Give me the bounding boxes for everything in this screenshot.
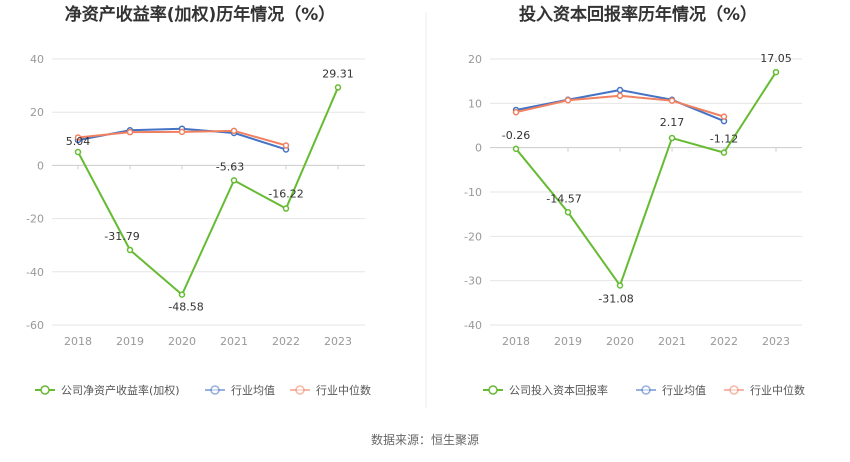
x-tick-label: 2023 bbox=[762, 335, 790, 348]
data-point-industry-median bbox=[616, 92, 624, 100]
x-tick-label: 2022 bbox=[272, 335, 300, 348]
legend-item-company[interactable]: 公司投入资本回报率 bbox=[483, 383, 608, 397]
chart-title: 净资产收益率(加权)历年情况（%） bbox=[65, 4, 336, 25]
y-tick-label: -30 bbox=[464, 275, 482, 288]
data-point-industry-median bbox=[178, 128, 186, 136]
data-label: 29.31 bbox=[322, 67, 354, 80]
data-point-company bbox=[564, 209, 572, 216]
y-tick-label: 0 bbox=[475, 142, 482, 155]
data-point-industry-median bbox=[126, 128, 134, 136]
data-label: -31.79 bbox=[104, 230, 139, 243]
y-tick-label: -10 bbox=[464, 186, 482, 199]
data-point-industry-median bbox=[720, 113, 728, 120]
data-point-industry-average bbox=[616, 86, 624, 94]
y-tick-label: 20 bbox=[468, 53, 482, 66]
legend-marker-icon bbox=[295, 385, 305, 395]
y-tick-label: -40 bbox=[26, 266, 44, 279]
legend-item-industry-average[interactable]: 行业均值 bbox=[205, 384, 275, 397]
chart-2: 投入资本回报率历年情况（%） 20 10 0 -10 -20 -30 -40 2018 2019 2… bbox=[464, 4, 805, 397]
data-label: 2.17 bbox=[660, 116, 685, 129]
data-point-company bbox=[720, 149, 728, 156]
x-tick-label: 2020 bbox=[606, 335, 634, 348]
legend-label: 行业中位数 bbox=[316, 383, 371, 397]
data-point-company bbox=[230, 177, 238, 184]
data-point-company bbox=[616, 282, 624, 289]
data-point-industry-median bbox=[512, 108, 520, 116]
data-label: -5.63 bbox=[216, 160, 244, 173]
series-line-company bbox=[515, 71, 777, 287]
y-tick-label: 10 bbox=[468, 97, 482, 110]
data-point-industry-median bbox=[668, 97, 676, 104]
data-point-industry-median bbox=[282, 142, 290, 149]
y-tick-label: 40 bbox=[30, 53, 44, 66]
x-tick-label: 2018 bbox=[502, 335, 530, 348]
data-label: -16.22 bbox=[268, 188, 303, 201]
data-point-industry-median bbox=[74, 134, 82, 141]
legend-item-industry-average[interactable]: 行业均值 bbox=[636, 384, 706, 397]
x-tick-label: 2021 bbox=[220, 335, 248, 348]
data-label: 17.05 bbox=[760, 52, 792, 65]
data-point-company bbox=[668, 134, 676, 142]
data-point-industry-median bbox=[564, 96, 572, 104]
data-point-company bbox=[334, 84, 342, 91]
y-tick-label: -40 bbox=[464, 319, 482, 332]
data-point-company bbox=[512, 145, 520, 153]
y-tick-label: 20 bbox=[30, 106, 44, 119]
data-point-company bbox=[178, 291, 186, 298]
data-source: 数据来源：恒生聚源 bbox=[371, 432, 479, 447]
data-point-industry-median bbox=[230, 127, 238, 135]
data-point-company bbox=[282, 205, 290, 212]
data-point-company bbox=[126, 246, 134, 254]
y-tick-label: 0 bbox=[37, 159, 44, 172]
y-tick-label: -20 bbox=[464, 230, 482, 243]
chart-title: 投入资本回报率历年情况（%） bbox=[519, 4, 757, 25]
legend-item-industry-median[interactable]: 行业中位数 bbox=[724, 383, 805, 397]
y-tick-label: -20 bbox=[26, 213, 44, 226]
legend-label: 行业均值 bbox=[662, 384, 706, 397]
data-label: -31.08 bbox=[598, 292, 633, 305]
data-label: -0.26 bbox=[502, 129, 530, 142]
y-tick-label: -60 bbox=[26, 319, 44, 332]
x-tick-label: 2021 bbox=[658, 335, 686, 348]
legend-marker-icon bbox=[40, 385, 50, 395]
legend-item-industry-median[interactable]: 行业中位数 bbox=[290, 383, 371, 397]
legend-label: 行业中位数 bbox=[750, 383, 805, 397]
x-tick-label: 2019 bbox=[116, 335, 144, 348]
data-point-company bbox=[74, 148, 82, 156]
legend-marker-icon bbox=[729, 385, 739, 395]
legend-marker-icon bbox=[488, 385, 498, 395]
legend-marker-icon bbox=[641, 385, 651, 395]
x-tick-label: 2018 bbox=[64, 335, 92, 348]
x-tick-label: 2020 bbox=[168, 335, 196, 348]
legend-label: 行业均值 bbox=[231, 384, 275, 397]
data-label: -48.58 bbox=[168, 301, 203, 314]
legend-label: 公司净资产收益率(加权) bbox=[61, 383, 180, 397]
legend-item-company[interactable]: 公司净资产收益率(加权) bbox=[35, 383, 180, 397]
x-tick-label: 2022 bbox=[710, 335, 738, 348]
data-label: 5.04 bbox=[66, 135, 91, 148]
x-tick-label: 2023 bbox=[324, 335, 352, 348]
x-tick-label: 2019 bbox=[554, 335, 582, 348]
data-point-company bbox=[772, 68, 780, 76]
series-line-company bbox=[77, 87, 339, 296]
legend-marker-icon bbox=[210, 385, 220, 395]
legend-label: 公司投入资本回报率 bbox=[509, 383, 608, 397]
chart-1: 净资产收益率(加权)历年情况（%） 40 20 0 -20 -40 -60 2018 2019 2… bbox=[26, 4, 371, 397]
data-label: -14.57 bbox=[546, 192, 581, 205]
data-label: -1.12 bbox=[710, 133, 738, 146]
